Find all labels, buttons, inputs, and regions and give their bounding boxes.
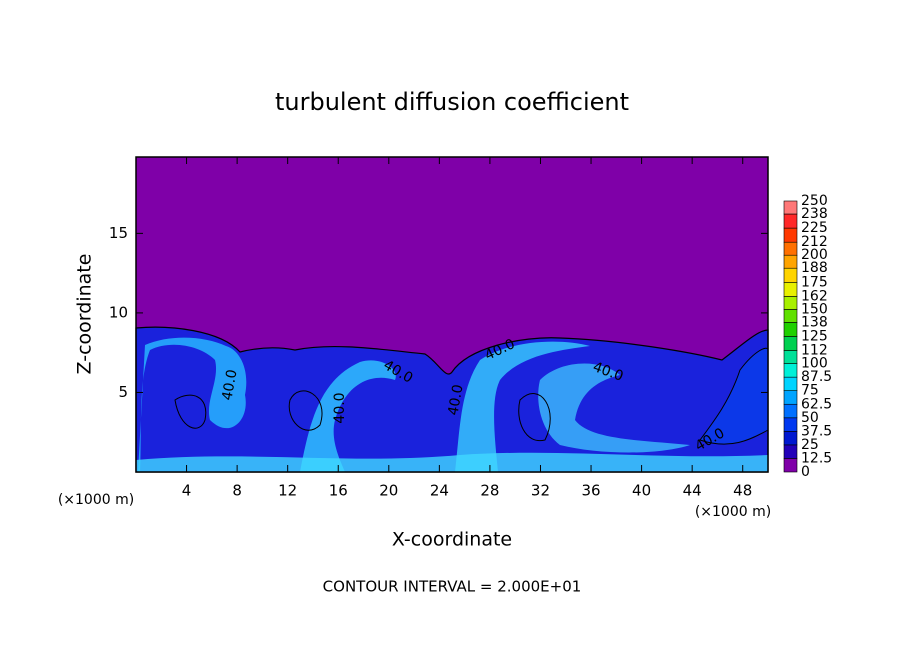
colorbar-label: 225 — [801, 220, 828, 236]
colorbar-label: 175 — [801, 274, 828, 290]
colorbar-band — [783, 227, 798, 243]
colorbar-label: 12.5 — [801, 450, 832, 466]
colorbar-label: 50 — [801, 410, 819, 426]
x-axis-label: X-coordinate — [392, 529, 512, 551]
colorbar-label: 87.5 — [801, 369, 832, 385]
colorbar-band — [783, 376, 798, 391]
field-streak — [138, 337, 247, 472]
x-tick-label: 36 — [581, 482, 600, 500]
colorbar-band — [783, 417, 798, 432]
y-unit: (×1000 m) — [58, 492, 134, 508]
x-tick-label: 16 — [329, 482, 348, 500]
colorbar-label: 62.5 — [801, 396, 832, 412]
colorbar-band — [783, 254, 798, 269]
colorbar-band — [783, 350, 798, 364]
chart-title: turbulent diffusion coefficient — [275, 88, 629, 116]
colorbar-band — [783, 363, 798, 378]
contour-label: 40.0 — [219, 368, 240, 401]
x-tick-label: 4 — [182, 482, 192, 500]
contour-line — [174, 390, 551, 442]
x-tick-label: 24 — [430, 482, 449, 500]
contour-label: 40.0 — [332, 392, 348, 423]
field-streak — [538, 363, 690, 453]
colorbar-band — [783, 213, 798, 229]
colorbar-label: 150 — [801, 301, 828, 317]
x-tick-label: 40 — [632, 482, 651, 500]
y-axis-label: Z-coordinate — [74, 254, 96, 375]
contour-label: 40.0 — [445, 383, 466, 416]
colorbar-label: 200 — [801, 247, 828, 263]
colorbar-band — [783, 241, 798, 256]
colorbar-label: 188 — [801, 260, 828, 276]
colorbar-band — [783, 444, 798, 459]
x-unit: (×1000 m) — [695, 504, 771, 520]
x-tick-label: 48 — [733, 482, 752, 500]
x-tick-label: 44 — [683, 482, 702, 500]
colorbar-label: 37.5 — [801, 423, 832, 439]
colorbar-label: 212 — [801, 234, 828, 250]
colorbar-label: 238 — [801, 206, 828, 222]
colorbar-label: 25 — [801, 437, 819, 453]
x-tick-label: 32 — [531, 482, 550, 500]
colorbar-label: 100 — [801, 356, 828, 372]
colorbar-band — [783, 322, 798, 337]
y-tick-label: 5 — [118, 383, 128, 401]
colorbar-label: 125 — [801, 329, 828, 345]
plot-frame — [135, 156, 769, 473]
footer: CONTOUR INTERVAL = 2.000E+01 — [323, 578, 582, 596]
field-streak — [699, 347, 769, 445]
colorbar-band — [783, 296, 798, 310]
colorbar-label: 75 — [801, 383, 819, 399]
colorbar-band — [783, 267, 798, 283]
colorbar-band — [783, 309, 798, 323]
x-tick-label: 8 — [232, 482, 242, 500]
plot-area — [135, 156, 769, 473]
colorbar-label: 112 — [801, 343, 828, 359]
field-region — [135, 326, 769, 473]
colorbar-label: 162 — [801, 288, 828, 304]
field-streak — [136, 452, 768, 472]
colorbar-label: 138 — [801, 314, 828, 330]
x-tick-label: 20 — [379, 482, 398, 500]
colorbar-band — [783, 403, 798, 419]
colorbar-label: 250 — [801, 193, 828, 209]
x-tick-label: 28 — [480, 482, 499, 500]
field-streak — [300, 360, 396, 472]
colorbar-band — [783, 458, 798, 473]
colorbar-band — [783, 281, 798, 297]
colorbar-label: 0 — [801, 464, 810, 480]
y-tick-label: 15 — [109, 224, 128, 242]
colorbar-band — [783, 390, 798, 405]
colorbar-band — [783, 200, 798, 215]
field-streak — [455, 341, 590, 472]
x-tick-label: 12 — [278, 482, 297, 500]
colorbar-band — [783, 336, 798, 351]
colorbar-band — [783, 431, 798, 446]
y-tick-label: 10 — [109, 303, 128, 321]
